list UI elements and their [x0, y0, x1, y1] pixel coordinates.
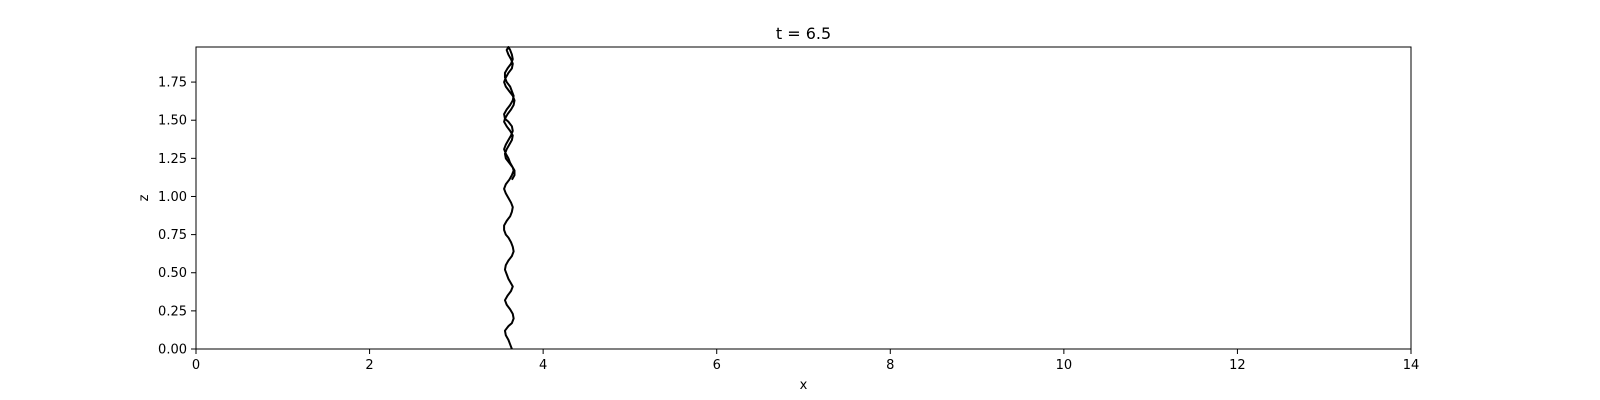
- x-tick-label: 12: [1229, 358, 1246, 373]
- y-axis-label: z: [137, 194, 152, 201]
- plot-frame: [195, 46, 1412, 350]
- chart-title: t = 6.5: [776, 24, 831, 43]
- y-tick-label: 1.75: [158, 76, 187, 91]
- y-tick-label: 0.25: [158, 304, 187, 319]
- x-tick-label: 0: [192, 358, 200, 373]
- y-tick-label: 1.25: [158, 152, 187, 167]
- x-tick-label: 10: [1056, 358, 1073, 373]
- series-line: [503, 46, 516, 350]
- x-tick-label: 4: [539, 358, 547, 373]
- x-tick-label: 14: [1403, 358, 1420, 373]
- y-tick-label: 0.00: [158, 343, 187, 358]
- y-tick-label: 0.50: [158, 266, 187, 281]
- y-axis-ticks: 0.00 0.25 0.50 0.75 1.00 1.25 1.50 1.75: [158, 76, 196, 358]
- y-tick-label: 1.00: [158, 190, 187, 205]
- y-tick-label: 1.50: [158, 114, 187, 129]
- x-tick-label: 8: [886, 358, 894, 373]
- x-tick-label: 6: [713, 358, 721, 373]
- x-tick-label: 2: [365, 358, 373, 373]
- y-tick-label: 0.75: [158, 228, 187, 243]
- x-axis-label: x: [800, 378, 808, 393]
- x-axis-ticks: 0 2 4 6 8 10 12 14: [192, 349, 1419, 373]
